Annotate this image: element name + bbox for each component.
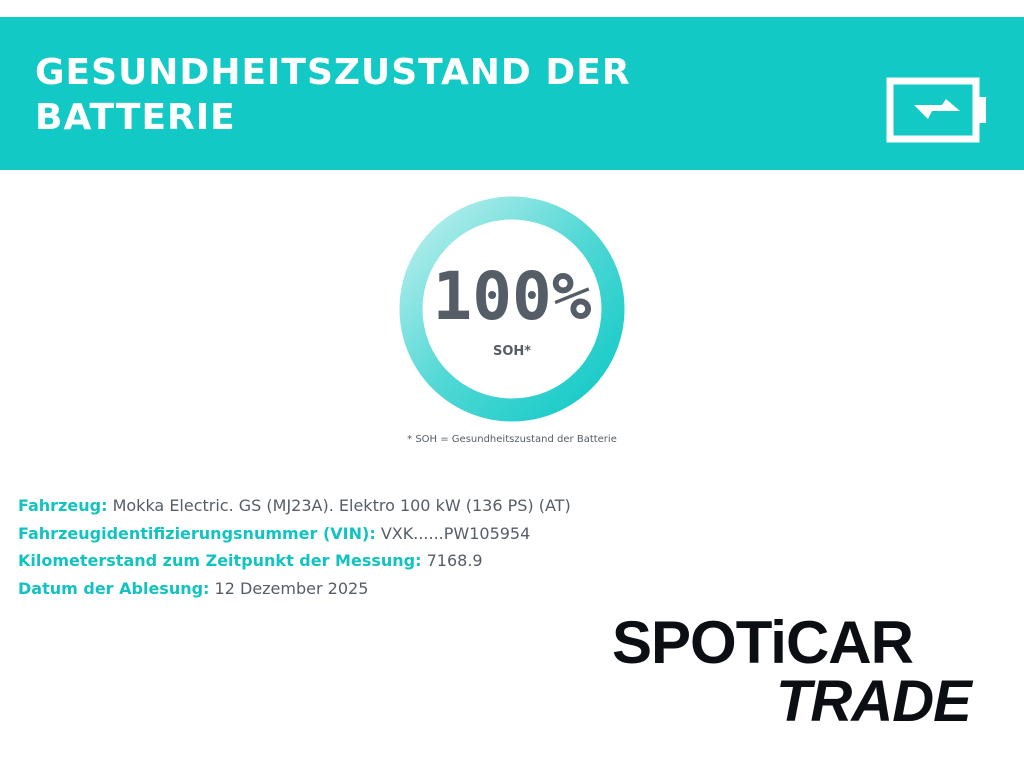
footnote: * SOH = Gesundheitszustand der Batterie [407, 434, 617, 445]
header-title: GESUNDHEITSZUSTAND DER BATTERIE [35, 52, 631, 138]
detail-value: VXK......PW105954 [380, 523, 531, 543]
detail-row: Datum der Ablesung: 12 Dezember 2025 [18, 575, 571, 603]
details: Fahrzeug: Mokka Electric. GS (MJ23A). El… [18, 492, 571, 602]
soh-label: SOH* [492, 344, 532, 359]
detail-row: Fahrzeugidentifizierungsnummer (VIN): VX… [18, 520, 571, 548]
detail-value: 12 Dezember 2025 [214, 578, 369, 598]
detail-row: Fahrzeug: Mokka Electric. GS (MJ23A). El… [18, 492, 571, 520]
header: GESUNDHEITSZUSTAND DER BATTERIE [0, 17, 1024, 170]
soh-gauge [399, 196, 625, 422]
detail-value: Mokka Electric. GS (MJ23A). Elektro 100 … [112, 496, 571, 515]
detail-label: Fahrzeugidentifizierungsnummer (VIN): [18, 523, 376, 543]
logo-sub: TRADE [776, 669, 972, 734]
detail-row: Kilometerstand zum Zeitpunkt der Messung… [18, 547, 571, 575]
logo-brand: SPOTiCAR [612, 609, 914, 676]
battery-icon [886, 77, 986, 143]
detail-value: 7168.9 [426, 551, 483, 570]
detail-label: Fahrzeug: [18, 496, 108, 515]
detail-label: Datum der Ablesung: [18, 578, 210, 598]
soh-value: 100% [432, 258, 592, 335]
detail-label: Kilometerstand zum Zeitpunkt der Messung… [18, 551, 422, 570]
